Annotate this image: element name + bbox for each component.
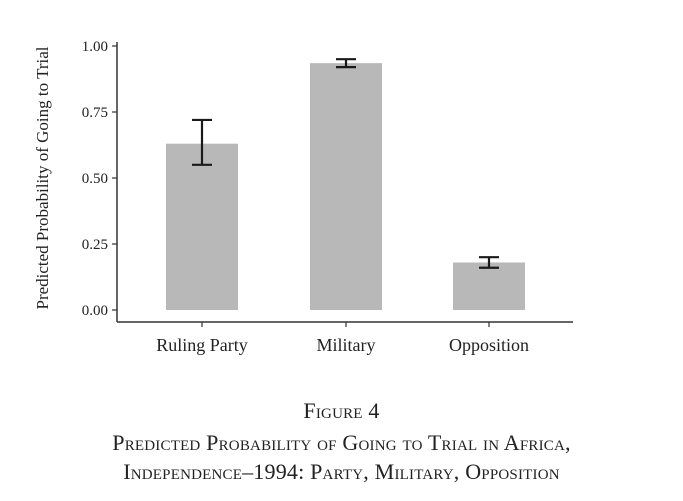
y-tick-label: 0.50 — [82, 171, 108, 187]
axes — [112, 42, 573, 327]
y-tick-label: 0.25 — [82, 237, 108, 253]
bar — [166, 143, 238, 310]
bar-chart: 0.00 0.25 0.50 0.75 1.00 Ruling Party Military… — [33, 39, 573, 355]
error-bars — [192, 58, 499, 269]
y-tick-label: 0.75 — [82, 105, 108, 121]
category-label: Ruling Party — [156, 335, 248, 355]
figure-number: Figure 4 — [303, 398, 380, 423]
y-tick-label: 0.00 — [82, 303, 108, 319]
bar — [453, 262, 525, 310]
y-tick-label: 1.00 — [82, 39, 108, 55]
category-label: Opposition — [449, 335, 529, 355]
bar — [310, 63, 382, 310]
figure-title-line-1: Predicted Probability of Going to Trial … — [112, 430, 571, 455]
labels: 0.00 0.25 0.50 0.75 1.00 Ruling Party Military… — [82, 39, 529, 355]
bars — [166, 63, 525, 310]
y-axis-title: Predicted Probability of Going to Trial — [33, 46, 52, 309]
category-label: Military — [317, 335, 376, 355]
figure-title-line-2: Independence–1994: Party, Military, Oppo… — [123, 459, 560, 484]
